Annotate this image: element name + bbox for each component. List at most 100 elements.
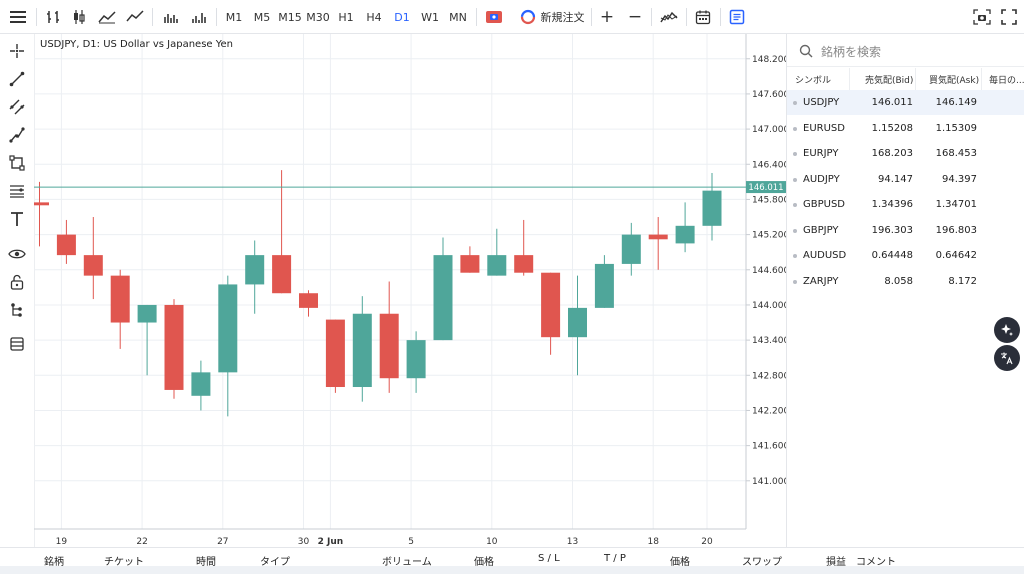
time-axis[interactable]: 19 22 27 30 2 Jun 5 10 13 18 20: [56, 537, 713, 547]
watchlist-search[interactable]: 銘柄を検索: [787, 34, 1024, 67]
indicators-icon[interactable]: [160, 4, 182, 30]
text-tool-icon[interactable]: [5, 207, 29, 231]
col-sl[interactable]: S / L: [538, 553, 560, 564]
trend-line-icon[interactable]: [5, 67, 29, 91]
timeframe-h1[interactable]: H1: [338, 10, 354, 24]
col-price-open[interactable]: 価格: [474, 557, 494, 568]
timeframe-mn[interactable]: MN: [449, 10, 467, 24]
zoom-out-button[interactable]: −: [627, 7, 643, 27]
area-chart-icon[interactable]: [96, 4, 118, 30]
ask-price: 8.172: [948, 275, 977, 287]
screenshot-icon[interactable]: [970, 4, 994, 30]
col-symbol[interactable]: 銘柄: [44, 557, 64, 568]
status-dot: [793, 152, 797, 156]
watchlist-panel: 銘柄を検索 シンボル 売気配(Bid) 買気配(Ask) 毎日の... USDJ…: [786, 34, 1024, 552]
watchlist-row[interactable]: AUDJPY 94.147 94.397: [787, 167, 1024, 192]
col-type[interactable]: タイプ: [260, 557, 290, 568]
line-chart-icon[interactable]: [124, 4, 146, 30]
candle-body: [34, 202, 49, 206]
watchlist-row[interactable]: GBPUSD 1.34396 1.34701: [787, 192, 1024, 217]
column-ask[interactable]: 買気配(Ask): [929, 76, 980, 86]
new-order-icon: [520, 9, 535, 25]
symbol-name: AUDJPY: [803, 173, 840, 185]
candle: [299, 290, 318, 317]
candle-body: [245, 255, 265, 285]
calendar-icon[interactable]: [692, 4, 714, 30]
time-tick-label: 5: [408, 537, 414, 547]
timeframe-m15[interactable]: M15: [278, 10, 302, 24]
price-tick-label: 144.600: [752, 266, 786, 276]
candle: [568, 275, 587, 376]
col-price-current[interactable]: 価格: [670, 557, 690, 568]
col-swap[interactable]: スワップ: [742, 557, 782, 568]
translate-button[interactable]: [994, 345, 1020, 371]
divider: [216, 8, 217, 26]
bid-price: 168.203: [871, 148, 913, 159]
lock-icon[interactable]: [5, 270, 29, 294]
timeframe-m30[interactable]: M30: [306, 10, 330, 24]
col-ticket[interactable]: チケット: [104, 557, 144, 568]
fullscreen-icon[interactable]: [998, 4, 1020, 30]
col-tp[interactable]: T / P: [604, 553, 626, 564]
menu-icon[interactable]: [6, 4, 30, 30]
col-comment[interactable]: コメント: [856, 557, 896, 568]
col-volume[interactable]: ボリューム: [382, 557, 432, 568]
layers-icon[interactable]: [5, 332, 29, 356]
candle: [137, 304, 157, 376]
symbol-name: EURJPY: [803, 148, 839, 159]
crosshair-icon[interactable]: [5, 39, 29, 63]
bar-chart-icon[interactable]: [42, 4, 64, 30]
watchlist-row[interactable]: AUDUSD 0.64448 0.64642: [787, 243, 1024, 268]
ai-assistant-button[interactable]: [994, 317, 1020, 343]
indicator-fx-icon[interactable]: [658, 4, 680, 30]
bid-price: 146.011: [871, 97, 913, 108]
timeframe-m1[interactable]: M1: [225, 10, 243, 24]
time-tick-label: 10: [486, 537, 498, 547]
timeframe-m5[interactable]: M5: [253, 10, 271, 24]
svg-text:146.011: 146.011: [748, 183, 783, 193]
watchlist-row[interactable]: GBPJPY 196.303 196.803: [787, 218, 1024, 243]
object-tree-icon[interactable]: [5, 298, 29, 322]
col-time[interactable]: 時間: [196, 557, 216, 568]
timeframe-w1[interactable]: W1: [421, 10, 439, 24]
candle: [594, 255, 614, 308]
status-dot: [793, 203, 797, 207]
watchlist-toggle-icon[interactable]: [726, 4, 748, 30]
time-tick-label: 22: [136, 537, 147, 547]
price-tick-label: 141.600: [752, 442, 786, 452]
watchlist-row[interactable]: USDJPY 146.011 146.149: [787, 90, 1024, 115]
price-tick-label: 145.200: [752, 231, 786, 241]
timeframe-d1[interactable]: D1: [394, 10, 410, 24]
new-order-button[interactable]: 新規注文: [514, 4, 590, 30]
price-axis[interactable]: 148.200 147.600 147.000 146.400 145.800 145.2…: [746, 55, 786, 487]
parallel-channel-icon[interactable]: [5, 95, 29, 119]
one-click-trading-icon[interactable]: [482, 4, 506, 30]
candle: [34, 181, 49, 247]
time-tick-label: 13: [567, 537, 578, 547]
column-bid[interactable]: 売気配(Bid): [865, 76, 914, 86]
candlestick-icon[interactable]: [68, 4, 90, 30]
price-chart[interactable]: 148.200 147.600 147.000 146.400 145.800 145.2…: [34, 34, 786, 552]
fibonacci-icon[interactable]: [5, 179, 29, 203]
watchlist-row[interactable]: EURUSD 1.15208 1.15309: [787, 116, 1024, 141]
volume-icon[interactable]: [188, 4, 210, 30]
column-symbol[interactable]: シンボル: [795, 76, 832, 86]
timeframe-h4[interactable]: H4: [366, 10, 382, 24]
divider: [651, 8, 652, 26]
column-daily[interactable]: 毎日の...: [989, 76, 1024, 86]
top-toolbar: M1 M5 M15 M30 H1 H4 D1 W1 MN 新規注文 + −: [0, 0, 1024, 34]
zoom-in-button[interactable]: +: [599, 7, 615, 27]
candle-body: [621, 234, 641, 264]
rectangle-icon[interactable]: [5, 151, 29, 175]
watchlist-row[interactable]: EURJPY 168.203 168.453: [787, 141, 1024, 166]
candle: [110, 269, 130, 349]
col-profit[interactable]: 損益: [826, 557, 846, 568]
watchlist-row[interactable]: ZARJPY 8.058 8.172: [787, 269, 1024, 294]
candle-body: [379, 313, 399, 379]
status-dot: [793, 279, 797, 284]
candle: [675, 202, 695, 253]
candle-body: [83, 255, 103, 276]
polyline-icon[interactable]: [5, 123, 29, 147]
candle: [460, 246, 480, 273]
eye-icon[interactable]: [5, 242, 29, 266]
